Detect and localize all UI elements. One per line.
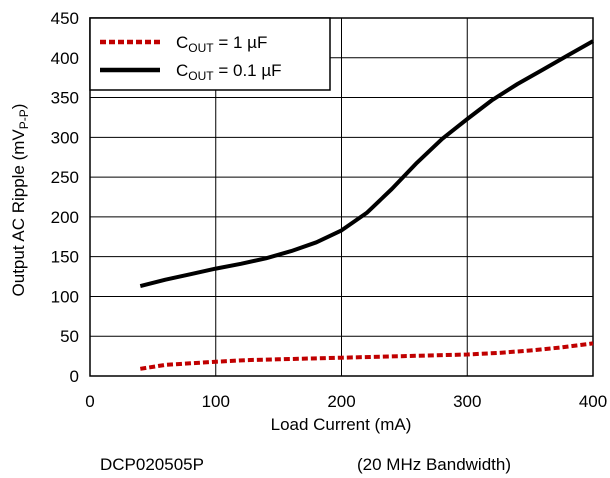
y-tick-label: 200 [51,208,79,227]
legend: COUT = 1 µF COUT = 0.1 µF [89,17,331,91]
y-tick-label: 400 [51,49,79,68]
x-tick-label: 300 [453,392,481,411]
tick-labels: 0 100 200 300 400 0 50 100 150 200 250 300 350 400 450 [51,9,608,411]
legend-box [89,17,331,91]
footer-part-number: DCP020505P [100,455,204,474]
legend-label-cout-0-1uf: COUT = 0.1 µF [176,61,282,83]
x-tick-label: 100 [202,392,230,411]
x-axis-label: Load Current (mA) [271,415,412,434]
y-tick-label: 250 [51,168,79,187]
y-tick-label: 150 [51,248,79,267]
y-tick-label: 50 [60,327,79,346]
y-tick-label: 450 [51,9,79,28]
footer-bandwidth-note: (20 MHz Bandwidth) [357,455,512,474]
series-layer [139,39,594,371]
y-tick-label: 300 [51,128,79,147]
y-tick-label: 0 [70,367,79,386]
x-tick-label: 400 [579,392,607,411]
x-tick-label: 200 [327,392,355,411]
legend-label-cout-1uf: COUT = 1 µF [176,33,267,55]
y-axis-label: Output AC Ripple (mVP-P) [9,104,31,297]
series-line-cout-0-1uf [139,39,594,289]
x-tick-label: 0 [85,392,94,411]
y-tick-label: 100 [51,287,79,306]
series-line-cout-1uf [139,341,594,371]
plot-frame [89,17,594,377]
y-tick-label: 350 [51,89,79,108]
